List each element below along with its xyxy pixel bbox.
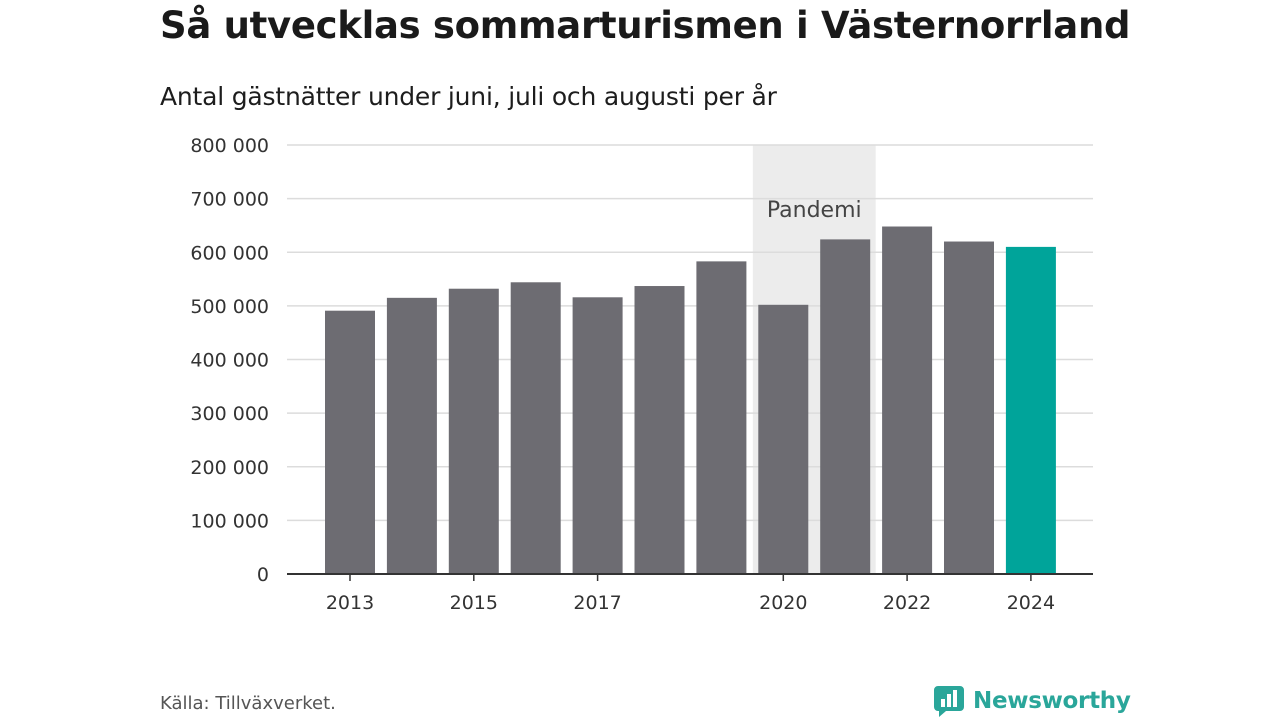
- y-tick-label: 0: [257, 564, 269, 586]
- bar-2021: [820, 239, 871, 574]
- y-tick-label: 800 000: [190, 135, 269, 157]
- chart-title: Så utvecklas sommarturismen i Västernorr…: [160, 4, 1131, 47]
- x-tick-label: 2024: [1007, 592, 1055, 614]
- newsworthy-logo-icon: [934, 686, 964, 717]
- bar-2014: [386, 297, 437, 574]
- pandemic-band-label: Pandemi: [767, 198, 862, 223]
- bar-2015: [448, 288, 499, 574]
- bar-2017: [572, 297, 623, 574]
- chart-subtitle: Antal gästnätter under juni, juli och au…: [160, 82, 777, 111]
- bar-2019: [696, 261, 747, 574]
- x-tick-label: 2022: [883, 592, 931, 614]
- brand-name: Newsworthy: [973, 688, 1131, 714]
- y-tick-label: 600 000: [190, 242, 269, 264]
- bar-2024: [1005, 246, 1056, 574]
- y-tick-label: 400 000: [190, 350, 269, 372]
- bar-2018: [634, 286, 685, 574]
- x-tick-label: 2020: [759, 592, 807, 614]
- y-tick-label: 500 000: [190, 296, 269, 318]
- y-tick-label: 700 000: [190, 189, 269, 211]
- y-tick-label: 100 000: [190, 510, 269, 532]
- source-note: Källa: Tillväxverket.: [160, 693, 336, 714]
- bar-2016: [510, 282, 561, 574]
- brand-logo: Newsworthy: [933, 684, 1131, 718]
- y-tick-label: 200 000: [190, 457, 269, 479]
- bar-2022: [882, 226, 933, 574]
- x-tick-label: 2017: [573, 592, 621, 614]
- bar-2013: [325, 310, 375, 574]
- x-tick-label: 2015: [450, 592, 498, 614]
- x-tick-label: 2013: [326, 592, 374, 614]
- bar-2020: [758, 304, 809, 574]
- bar-2023: [944, 241, 994, 574]
- y-tick-label: 300 000: [190, 403, 269, 425]
